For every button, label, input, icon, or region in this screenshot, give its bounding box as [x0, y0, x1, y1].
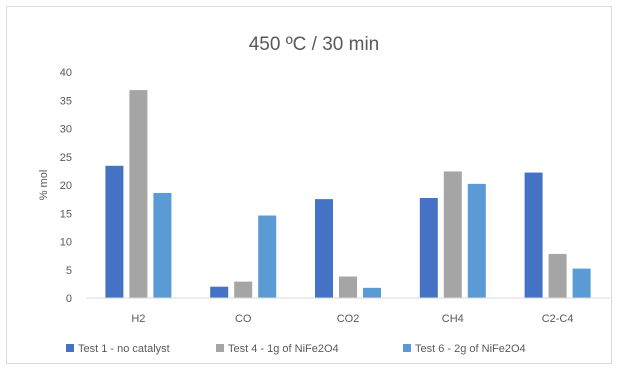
bar-ch4-series-1: [419, 197, 438, 298]
legend-swatch-series-3: [403, 344, 411, 352]
legend-label-series-2: Test 4 - 1g of NiFe2O4: [228, 343, 339, 355]
bar-h2-series-2: [129, 90, 148, 298]
x-tick-label: CO2: [337, 313, 360, 325]
bar-co2-series-1: [315, 199, 333, 298]
bar-co-series-2: [234, 281, 253, 298]
legend-label-series-3: Test 6 - 2g of NiFe2O4: [415, 343, 526, 355]
y-axis-label: % mol: [38, 170, 50, 201]
legend-swatch-series-2: [216, 344, 224, 352]
bar-c2-c4-series-2: [548, 253, 567, 298]
bar-h2-series-1: [105, 165, 124, 298]
x-tick-label: CH4: [442, 313, 464, 325]
y-tick-label: 30: [60, 124, 72, 136]
y-axis-ticks: 0 5 10 15 20 25 30 35 40: [60, 67, 72, 305]
y-tick-label: 0: [66, 293, 72, 305]
y-tick-label: 10: [60, 237, 72, 249]
y-tick-label: 20: [60, 180, 72, 192]
y-tick-label: 15: [60, 208, 72, 220]
bars-group: [105, 90, 591, 298]
legend-swatch-series-1: [66, 344, 74, 352]
bar-co-series-1: [210, 286, 229, 298]
legend: Test 1 - no catalyst Test 4 - 1g of NiFe2…: [66, 343, 526, 355]
y-tick-label: 25: [60, 152, 72, 164]
x-tick-label: CO: [235, 313, 252, 325]
bar-co2-series-3: [363, 287, 381, 298]
bar-h2-series-3: [153, 192, 172, 298]
bar-c2-c4-series-1: [524, 172, 543, 298]
x-tick-label: C2-C4: [542, 313, 574, 325]
legend-label-series-1: Test 1 - no catalyst: [78, 343, 170, 355]
x-axis-ticks: H2 CO CO2 CH4 C2-C4: [131, 313, 573, 325]
chart-title: 450 ºC / 30 min: [249, 34, 380, 55]
bar-c2-c4-series-3: [572, 268, 591, 298]
bar-ch4-series-2: [443, 171, 462, 298]
bar-co-series-3: [258, 215, 277, 298]
y-tick-label: 40: [60, 67, 72, 79]
y-tick-label: 35: [60, 95, 72, 107]
x-tick-label: H2: [131, 313, 145, 325]
bar-co2-series-2: [339, 276, 357, 298]
bar-ch4-series-3: [467, 183, 486, 298]
y-tick-label: 5: [66, 265, 72, 277]
